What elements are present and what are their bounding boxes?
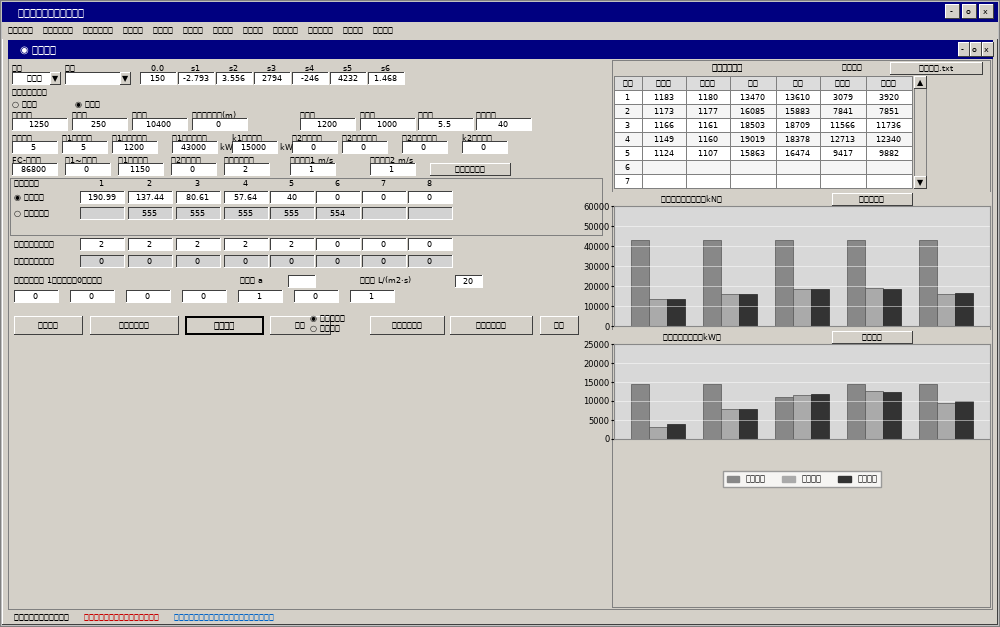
Bar	[883, 392, 901, 439]
Bar	[631, 384, 649, 439]
Bar	[865, 391, 883, 439]
Bar	[649, 427, 667, 439]
Bar	[847, 384, 865, 439]
Bar	[811, 288, 829, 326]
Bar	[775, 397, 793, 439]
Bar	[919, 240, 937, 326]
Bar	[883, 289, 901, 326]
Bar	[739, 294, 757, 326]
Bar	[649, 299, 667, 326]
Bar	[703, 384, 721, 439]
Bar	[937, 403, 955, 439]
Bar	[793, 395, 811, 439]
Legend: 设计用量, 轧底头部, 轧底尾部: 设计用量, 轧底头部, 轧底尾部	[723, 472, 881, 487]
Bar	[937, 294, 955, 326]
Bar	[721, 294, 739, 326]
Bar	[667, 299, 685, 326]
Bar	[955, 293, 973, 326]
Bar	[703, 240, 721, 326]
Bar	[739, 409, 757, 439]
Bar	[955, 401, 973, 439]
Bar	[775, 240, 793, 326]
Bar	[793, 289, 811, 326]
Bar	[811, 394, 829, 439]
Bar	[631, 240, 649, 326]
Bar	[667, 424, 685, 439]
Bar	[919, 384, 937, 439]
Bar	[865, 288, 883, 326]
Bar	[847, 240, 865, 326]
Bar	[721, 409, 739, 439]
